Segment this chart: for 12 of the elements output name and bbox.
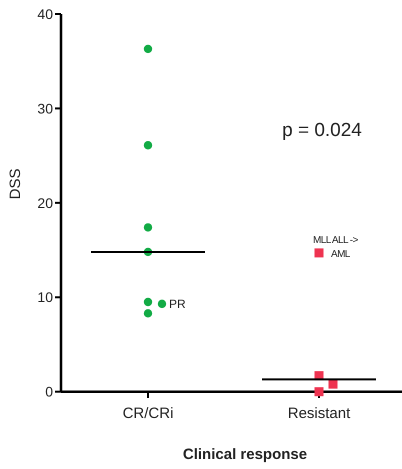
annotation: MLL ALL -> AML [313,234,358,260]
y-tick-label: 40 [37,6,54,22]
y-tick-label: 20 [37,194,54,211]
annotation: p = 0.024 [282,120,362,141]
x-tick-label: Resistant [288,405,352,422]
y-tick-label: 10 [37,289,54,306]
y-tick-label: 0 [45,384,54,400]
x-tick-label: CR/CRi [122,405,174,422]
y-tick-label: 30 [37,100,54,116]
annotation: PR [169,296,186,311]
y-axis-title: DSS [7,168,24,200]
x-axis-title: Clinical response [182,446,308,463]
